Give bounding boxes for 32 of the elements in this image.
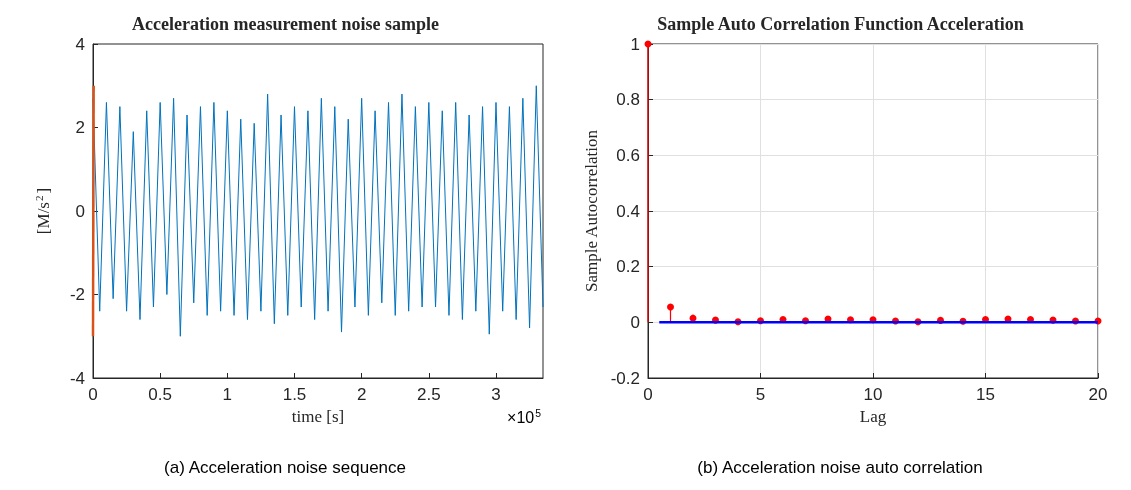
x-tick-label: 20 bbox=[1088, 385, 1108, 404]
x-tick-label: 0 bbox=[643, 385, 653, 404]
y-tick-label: 0.4 bbox=[616, 201, 640, 221]
chart-title: Sample Auto Correlation Function Acceleration bbox=[657, 14, 1024, 34]
y-tick-label: 1 bbox=[630, 34, 640, 54]
x-axis-title: time [s] bbox=[291, 406, 345, 426]
x-tick-label: 3 bbox=[491, 385, 501, 404]
y-tick-label: 2 bbox=[75, 118, 85, 137]
y-tick-label: 0.8 bbox=[616, 90, 640, 110]
y-tick-label: -4 bbox=[69, 368, 85, 388]
y-axis-title: [M/s2] bbox=[33, 187, 53, 235]
y-tick-label: 0.6 bbox=[616, 145, 640, 165]
y-tick-label: 4 bbox=[75, 34, 85, 54]
x-tick-label: 5 bbox=[755, 385, 766, 404]
y-tick-label: 0 bbox=[75, 201, 85, 221]
x-tick-label: 10 bbox=[863, 385, 883, 404]
x-tick-label: 0 bbox=[88, 385, 98, 404]
x-tick-label: 2.5 bbox=[417, 385, 441, 404]
x-tick-label: 1.5 bbox=[282, 385, 307, 404]
text: (a) Acceleration noise sequence bbox=[164, 458, 407, 477]
x-axis-title: Lag bbox=[859, 406, 887, 426]
y-axis-title: Sample Autocorrelation bbox=[581, 129, 601, 292]
y-tick-label: -0.2 bbox=[610, 368, 640, 388]
x-tick-label: 15 bbox=[976, 385, 995, 404]
x-tick-label: 0.5 bbox=[148, 385, 172, 404]
text: (b) Acceleration noise auto correlation bbox=[697, 458, 983, 477]
y-tick-label: 0.2 bbox=[616, 257, 640, 277]
chart-title: Acceleration measurement noise sample bbox=[131, 14, 440, 34]
y-tick-label: -2 bbox=[69, 285, 85, 304]
x-tick-label: 2 bbox=[356, 385, 367, 404]
x-tick-label: 1 bbox=[222, 385, 233, 404]
y-tick-label: 0 bbox=[630, 312, 640, 332]
